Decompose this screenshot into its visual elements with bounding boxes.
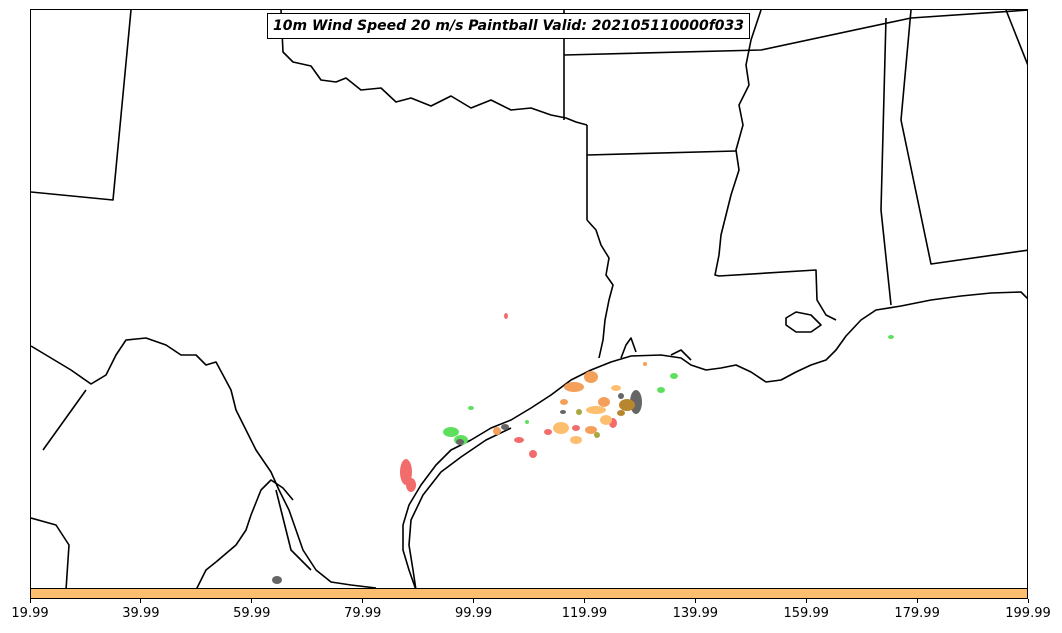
mexico-state-1 [31, 517, 70, 588]
paintball-blob-orange [564, 382, 584, 392]
colorbar-tick [694, 599, 696, 603]
paintball-blob-green [888, 335, 894, 339]
colorbar-tick [29, 599, 31, 603]
paintball-blob-red [514, 437, 524, 443]
paintball-blob-green [670, 373, 678, 379]
rio-grande [31, 337, 377, 588]
mexico-state-4 [196, 561, 217, 588]
ms-al-border [880, 17, 892, 306]
mexico-state-5 [275, 489, 312, 571]
paintball-blob-brown [619, 399, 635, 411]
paintball-blob-green [443, 427, 459, 437]
paintball-blob-orange [560, 399, 568, 405]
paintball-blob-green [468, 406, 474, 410]
paintball-blob-red [572, 425, 580, 431]
colorbar-tick-label: 79.99 [344, 606, 382, 621]
paintball-blob-orange [585, 426, 597, 434]
mississippi-river [714, 10, 837, 321]
paintball-blob-light-orange [553, 422, 569, 434]
colorbar-tick-label: 119.99 [561, 606, 608, 621]
paintball-blob-light-orange [600, 415, 612, 425]
colorbar-tick [916, 599, 918, 603]
colorbar-tick [251, 599, 253, 603]
sabine-river [586, 219, 614, 359]
ar-la-border [586, 150, 737, 156]
colorbar [30, 588, 1028, 599]
map-title: 10m Wind Speed 20 m/s Paintball Valid: 2… [267, 13, 751, 39]
paintball-blobs [272, 313, 894, 584]
colorbar-tick-label: 139.99 [672, 606, 719, 621]
barrier-island [408, 427, 512, 588]
red-river-border [280, 10, 588, 126]
paintball-blob-green [657, 387, 665, 393]
colorbar-tick-label: 39.99 [122, 606, 160, 621]
mexico-state-2 [42, 389, 87, 451]
paintball-blob-orange [598, 397, 610, 407]
paintball-blob-dark-gray [560, 410, 566, 414]
gulf-coastline [402, 291, 1027, 588]
bay-1 [620, 337, 637, 359]
paintball-blob-red [504, 313, 508, 319]
colorbar-tick-label: 179.99 [894, 606, 940, 621]
colorbar-tick-label: 199.99 [1005, 606, 1051, 621]
paintball-blob-light-orange [586, 406, 606, 414]
map-canvas [31, 10, 1027, 588]
colorbar-tick [140, 599, 142, 603]
paintball-blob-red [529, 450, 537, 458]
colorbar-tick [1027, 599, 1029, 603]
paintball-blob-olive [576, 409, 582, 415]
colorbar-tick [805, 599, 807, 603]
colorbar-tick [362, 599, 364, 603]
paintball-blob-orange [584, 371, 598, 383]
ga-east [1005, 10, 1027, 66]
paintball-blob-dark-gray [272, 576, 282, 584]
paintball-blob-red [400, 459, 412, 485]
colorbar-tick [473, 599, 475, 603]
colorbar-tick-label: 99.99 [454, 606, 493, 621]
colorbar-tick [583, 599, 585, 603]
bay-2 [670, 349, 692, 361]
paintball-blob-light-orange [611, 385, 621, 391]
paintball-blob-dark-gray [618, 393, 624, 399]
paintball-blob-orange [493, 427, 501, 435]
paintball-blob-olive [594, 432, 600, 438]
mexico-state-3 [215, 479, 294, 563]
paintball-blob-green [525, 420, 529, 424]
colorbar-tick-label: 159.99 [783, 606, 829, 621]
colorbar-tick-label: 19.99 [11, 606, 49, 621]
paintball-blob-dark-gray [501, 424, 509, 430]
state-borders [31, 10, 1027, 588]
lake-pontchartrain [785, 311, 822, 333]
paintball-blob-dark-gray [456, 439, 464, 445]
paintball-blob-red [406, 478, 416, 492]
map-panel [30, 9, 1028, 589]
paintball-blob-red [544, 429, 552, 435]
nm-tx-border [31, 10, 132, 201]
paintball-blob-brown [617, 410, 625, 416]
tn-border [563, 10, 1027, 56]
paintball-blob-orange [643, 362, 647, 366]
colorbar-tick-label: 59.99 [233, 606, 271, 621]
paintball-blob-light-orange [570, 436, 582, 444]
al-ga-border [900, 10, 1027, 265]
